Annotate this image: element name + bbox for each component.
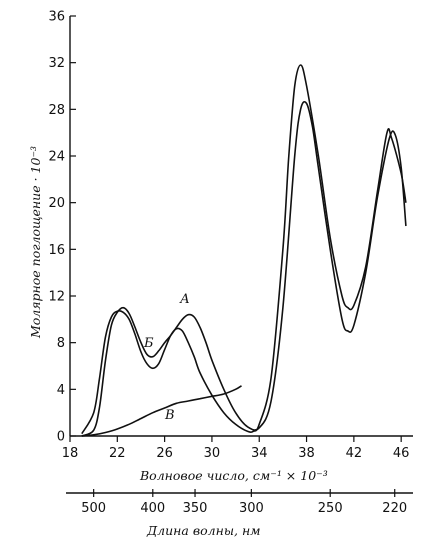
x-tick-label: 46 bbox=[393, 446, 410, 461]
y-tick-label: 16 bbox=[48, 243, 65, 258]
x2-tick-label: 400 bbox=[140, 501, 165, 516]
x-tick-label: 38 bbox=[298, 446, 315, 461]
y-tick-label: 24 bbox=[48, 150, 65, 165]
axes bbox=[66, 16, 413, 494]
x-tick-label: 18 bbox=[62, 446, 79, 461]
y-tick-label: 8 bbox=[57, 336, 65, 351]
series-line-a bbox=[81, 100, 407, 437]
x-axis-title: Волновое число, см⁻¹ × 10⁻³ bbox=[139, 468, 328, 483]
y-tick-label: 32 bbox=[48, 56, 65, 71]
y-tick-label: 4 bbox=[57, 383, 65, 398]
x2-tick-label: 250 bbox=[318, 501, 343, 516]
y-tick-label: 0 bbox=[57, 430, 65, 445]
ticks: 0 4 8 12 16 20 24 28 32 36 18 22 26 30 34 38 42 46 500 400 3… bbox=[48, 10, 409, 517]
y-tick-label: 36 bbox=[48, 10, 65, 25]
series-label-b: Б bbox=[143, 336, 154, 351]
series-label-a: А bbox=[179, 292, 190, 307]
x-tick-label: 42 bbox=[346, 446, 363, 461]
series-line-v bbox=[81, 385, 242, 437]
series-label-v: В bbox=[164, 408, 175, 423]
x2-tick-label: 300 bbox=[239, 501, 264, 516]
x2-tick-label: 350 bbox=[183, 501, 208, 516]
x-tick-label: 22 bbox=[109, 446, 126, 461]
y-tick-label: 12 bbox=[48, 290, 65, 305]
x2-axis-title: Длина волны, нм bbox=[146, 523, 261, 538]
y-tick-label: 20 bbox=[48, 196, 65, 211]
series-line-b bbox=[81, 64, 407, 435]
x-tick-label: 34 bbox=[251, 446, 268, 461]
x-tick-label: 30 bbox=[204, 446, 221, 461]
x2-tick-label: 500 bbox=[81, 501, 106, 516]
y-axis-title: Молярное поглощение · 10⁻³ bbox=[28, 146, 43, 339]
y-tick-label: 28 bbox=[48, 103, 65, 118]
curves bbox=[81, 64, 407, 437]
x-tick-label: 26 bbox=[156, 446, 173, 461]
x2-tick-label: 220 bbox=[382, 501, 407, 516]
